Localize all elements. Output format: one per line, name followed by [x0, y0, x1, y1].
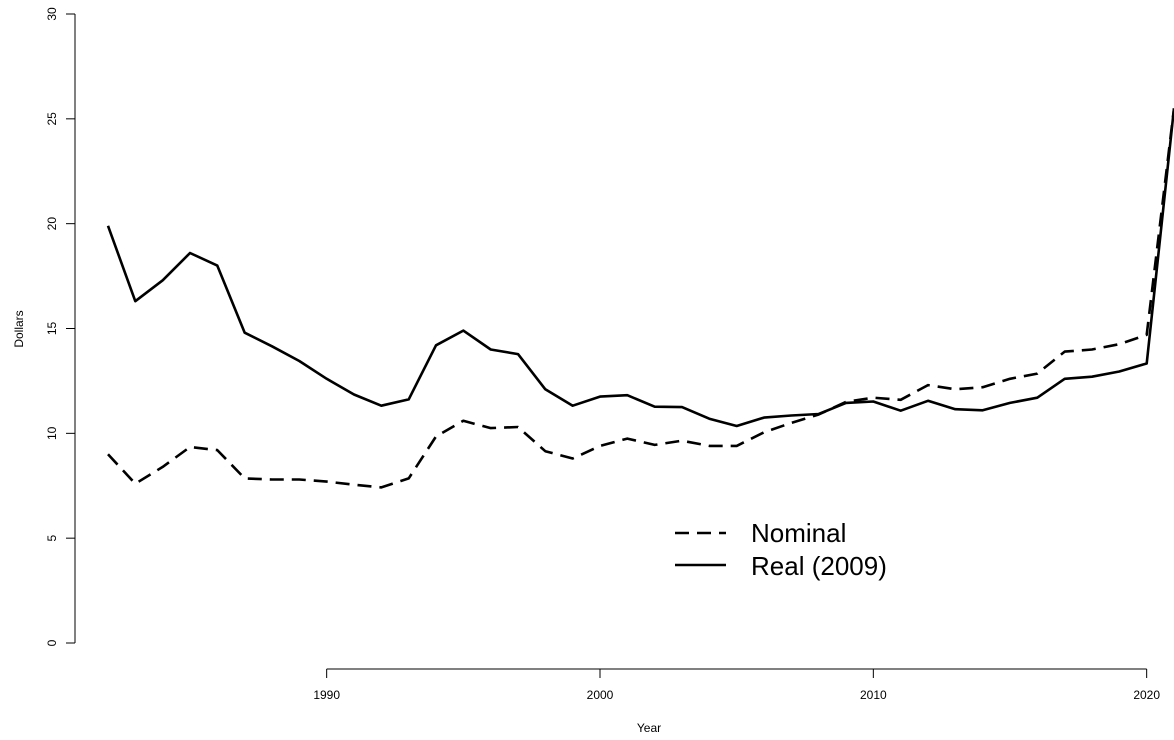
y-tick-label: 30: [45, 7, 59, 21]
y-tick-label: 25: [45, 112, 59, 126]
x-tick-label: 2010: [860, 688, 887, 702]
series-line-nominal: [107, 108, 1174, 489]
x-axis: 1990 2000 2010 2020: [313, 668, 1160, 702]
x-tick-label: 2020: [1133, 688, 1160, 702]
series-group: [106, 108, 1174, 489]
x-tick-label: 2000: [587, 688, 614, 702]
legend: Nominal Real (2009): [675, 518, 887, 581]
x-axis-title: Year: [637, 721, 661, 735]
y-axis: 0 5 10 15 20 25 30: [45, 7, 76, 646]
legend-label-real: Real (2009): [751, 551, 887, 581]
series-line-real: [106, 108, 1174, 428]
y-tick-label: 15: [45, 322, 59, 336]
legend-label-nominal: Nominal: [751, 518, 846, 548]
y-tick-label: 5: [45, 535, 59, 542]
y-axis-title: Dollars: [12, 310, 26, 347]
y-tick-label: 20: [45, 217, 59, 231]
y-tick-label: 0: [45, 639, 59, 646]
x-tick-label: 1990: [313, 688, 340, 702]
y-tick-label: 10: [45, 426, 59, 440]
